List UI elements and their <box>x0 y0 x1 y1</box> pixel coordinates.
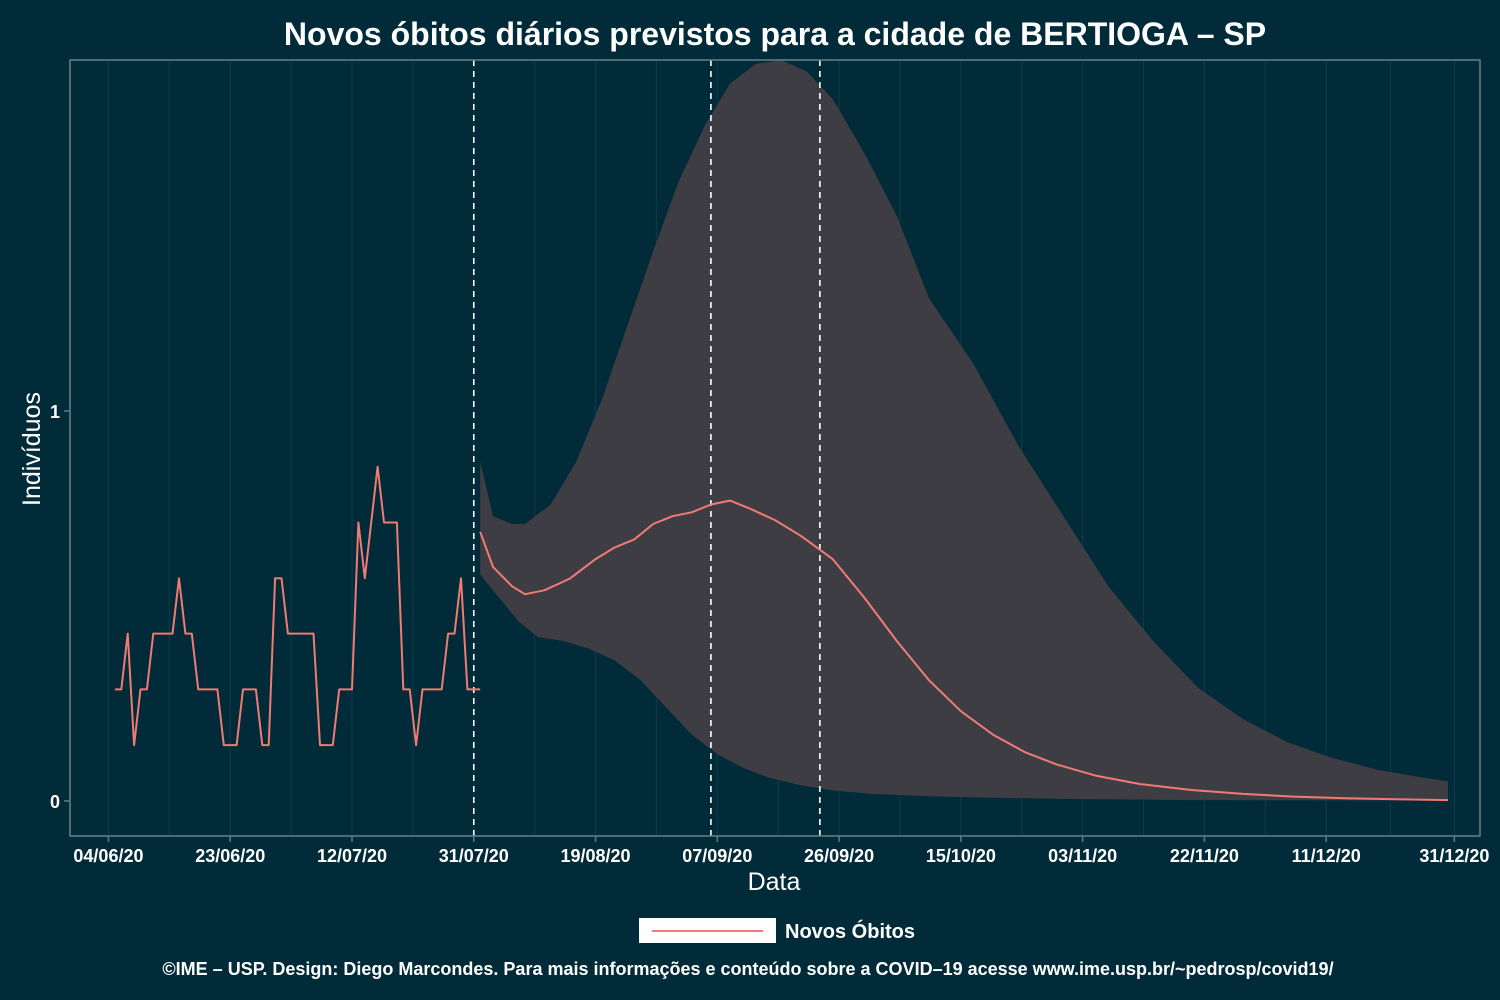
series-line-observed <box>114 465 481 747</box>
x-tick-label: 04/06/20 <box>73 846 143 866</box>
x-tick-label: 07/09/20 <box>682 846 752 866</box>
x-tick-layer: 04/06/20 23/06/20 12/07/20 31/07/20 19/08/20… <box>73 836 1489 866</box>
legend-label: Novos Óbitos <box>785 919 915 943</box>
x-tick-label: 11/12/20 <box>1292 846 1361 866</box>
x-tick-label: 22/11/20 <box>1170 846 1239 866</box>
chart-title: Novos óbitos diários previstos para a ci… <box>284 16 1266 52</box>
legend: Novos Óbitos <box>639 918 915 943</box>
x-tick-label: 15/10/20 <box>926 846 996 866</box>
prediction-interval-band <box>480 60 1448 801</box>
x-tick-label: 26/09/20 <box>804 846 874 866</box>
y-axis-title: Indivíduos <box>18 392 46 506</box>
caption: ©IME – USP. Design: Diego Marcondes. Par… <box>162 959 1333 979</box>
x-tick-label: 31/07/20 <box>439 846 509 866</box>
y-tick-label: 1 <box>50 402 60 422</box>
x-axis-title: Data <box>748 868 801 896</box>
x-tick-label: 03/11/20 <box>1048 846 1117 866</box>
x-tick-label: 31/12/20 <box>1419 846 1489 866</box>
x-tick-label: 19/08/20 <box>561 846 631 866</box>
x-tick-label: 12/07/20 <box>317 846 387 866</box>
line-layer <box>114 465 1449 802</box>
vline-layer <box>472 60 821 836</box>
band-layer <box>480 60 1448 801</box>
panel-border <box>69 59 1481 837</box>
y-tick-layer: 01 <box>50 402 70 812</box>
series-line-forecast <box>479 499 1449 802</box>
y-tick-label: 0 <box>50 792 60 812</box>
x-tick-label: 23/06/20 <box>195 846 265 866</box>
